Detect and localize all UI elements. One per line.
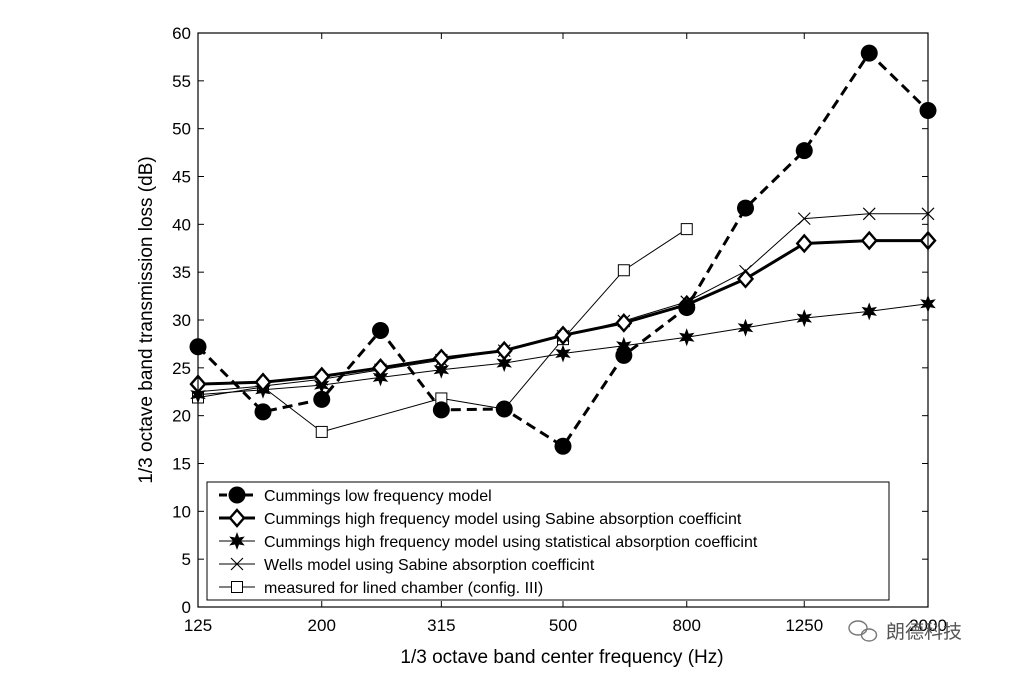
series-4-point: [797, 212, 811, 225]
watermark: 朗德科技: [848, 620, 962, 643]
y-tick-label: 50: [172, 120, 191, 139]
legend-marker-5: [231, 581, 243, 593]
series-4-point: [862, 207, 876, 221]
series-1: [189, 44, 937, 455]
series-4-line: [197, 213, 928, 393]
x-tick-label: 800: [673, 616, 701, 635]
series-3-point: [737, 318, 754, 337]
legend-label-4: Wells model using Sabine absorption coef…: [264, 557, 595, 574]
y-tick-label: 25: [172, 359, 191, 378]
series-3-point: [679, 328, 695, 347]
wechat-icon: [848, 620, 878, 642]
legend-label-3: Cummings high frequency model using stat…: [264, 534, 758, 551]
x-tick-label: 125: [184, 616, 212, 635]
y-tick-label: 0: [182, 598, 191, 617]
series-3-point: [796, 309, 812, 328]
series-2: [189, 230, 937, 394]
x-tick-label: 500: [549, 616, 577, 635]
series-3: [190, 294, 936, 404]
y-tick-label: 10: [172, 502, 191, 521]
legend-marker-1: [228, 486, 246, 504]
series-1-point: [795, 142, 813, 160]
series-2-point: [371, 358, 390, 378]
series-3-point: [433, 360, 450, 379]
x-tick-label: 1250: [785, 616, 823, 635]
series-1-line: [196, 51, 930, 448]
y-tick-label: 35: [172, 263, 191, 282]
series-3-point: [555, 344, 571, 363]
legend-label-5: measured for lined chamber (config. III): [264, 580, 543, 597]
legend-marker-3: [229, 532, 245, 550]
series-1-point: [554, 437, 572, 455]
series-2-point: [615, 313, 633, 333]
y-tick-label: 15: [172, 455, 191, 474]
series-1-point: [737, 199, 754, 217]
y-tick-label: 45: [172, 168, 191, 187]
series-1-point: [495, 400, 513, 418]
series-1-point: [860, 44, 878, 62]
series-2-point: [860, 230, 878, 251]
series-5-line: [197, 228, 687, 433]
legend-marker-2: [228, 508, 246, 528]
x-tick-label: 315: [427, 616, 455, 635]
series-1-point: [313, 390, 331, 408]
series-5-point: [617, 264, 630, 277]
series-2-point: [313, 366, 331, 387]
x-tick-label: 200: [308, 616, 336, 635]
series-4: [191, 207, 935, 399]
y-tick-label: 5: [182, 550, 191, 569]
y-tick-label: 20: [172, 407, 191, 426]
series-1-point: [432, 401, 450, 419]
series-5-point: [680, 223, 693, 236]
x-tick-label: 2000: [909, 616, 947, 635]
series-1-point: [678, 299, 696, 317]
watermark-text: 朗德科技: [886, 621, 962, 643]
series-3-point: [861, 302, 877, 321]
series-2-point: [554, 325, 572, 346]
series-5-point: [315, 425, 328, 438]
legend-box: [206, 481, 890, 601]
legend-label-1: Cummings low frequency model: [264, 488, 492, 505]
y-tick-label: 40: [172, 215, 191, 234]
y-tick-label: 55: [172, 72, 191, 91]
series-1-point: [615, 346, 633, 364]
series-2-point: [432, 348, 450, 369]
legend-marker-4: [230, 557, 244, 571]
series-2-point: [495, 340, 513, 361]
series-2-point: [254, 372, 272, 393]
legend-label-2: Cummings high frequency model using Sabi…: [264, 511, 742, 528]
series-2-point: [795, 233, 813, 254]
x-axis-title: 1/3 octave band center frequency (Hz): [400, 647, 723, 668]
y-tick-label: 30: [172, 311, 191, 330]
series-3-point: [616, 336, 632, 355]
series-3-point: [496, 354, 512, 373]
y-tick-label: 60: [172, 24, 191, 43]
y-axis-title: 1/3 octave band transmission loss (dB): [136, 156, 157, 483]
series-1-point: [372, 322, 389, 340]
series-1-point: [254, 403, 272, 421]
series-2-point: [736, 269, 755, 289]
series-2-line: [197, 239, 928, 386]
